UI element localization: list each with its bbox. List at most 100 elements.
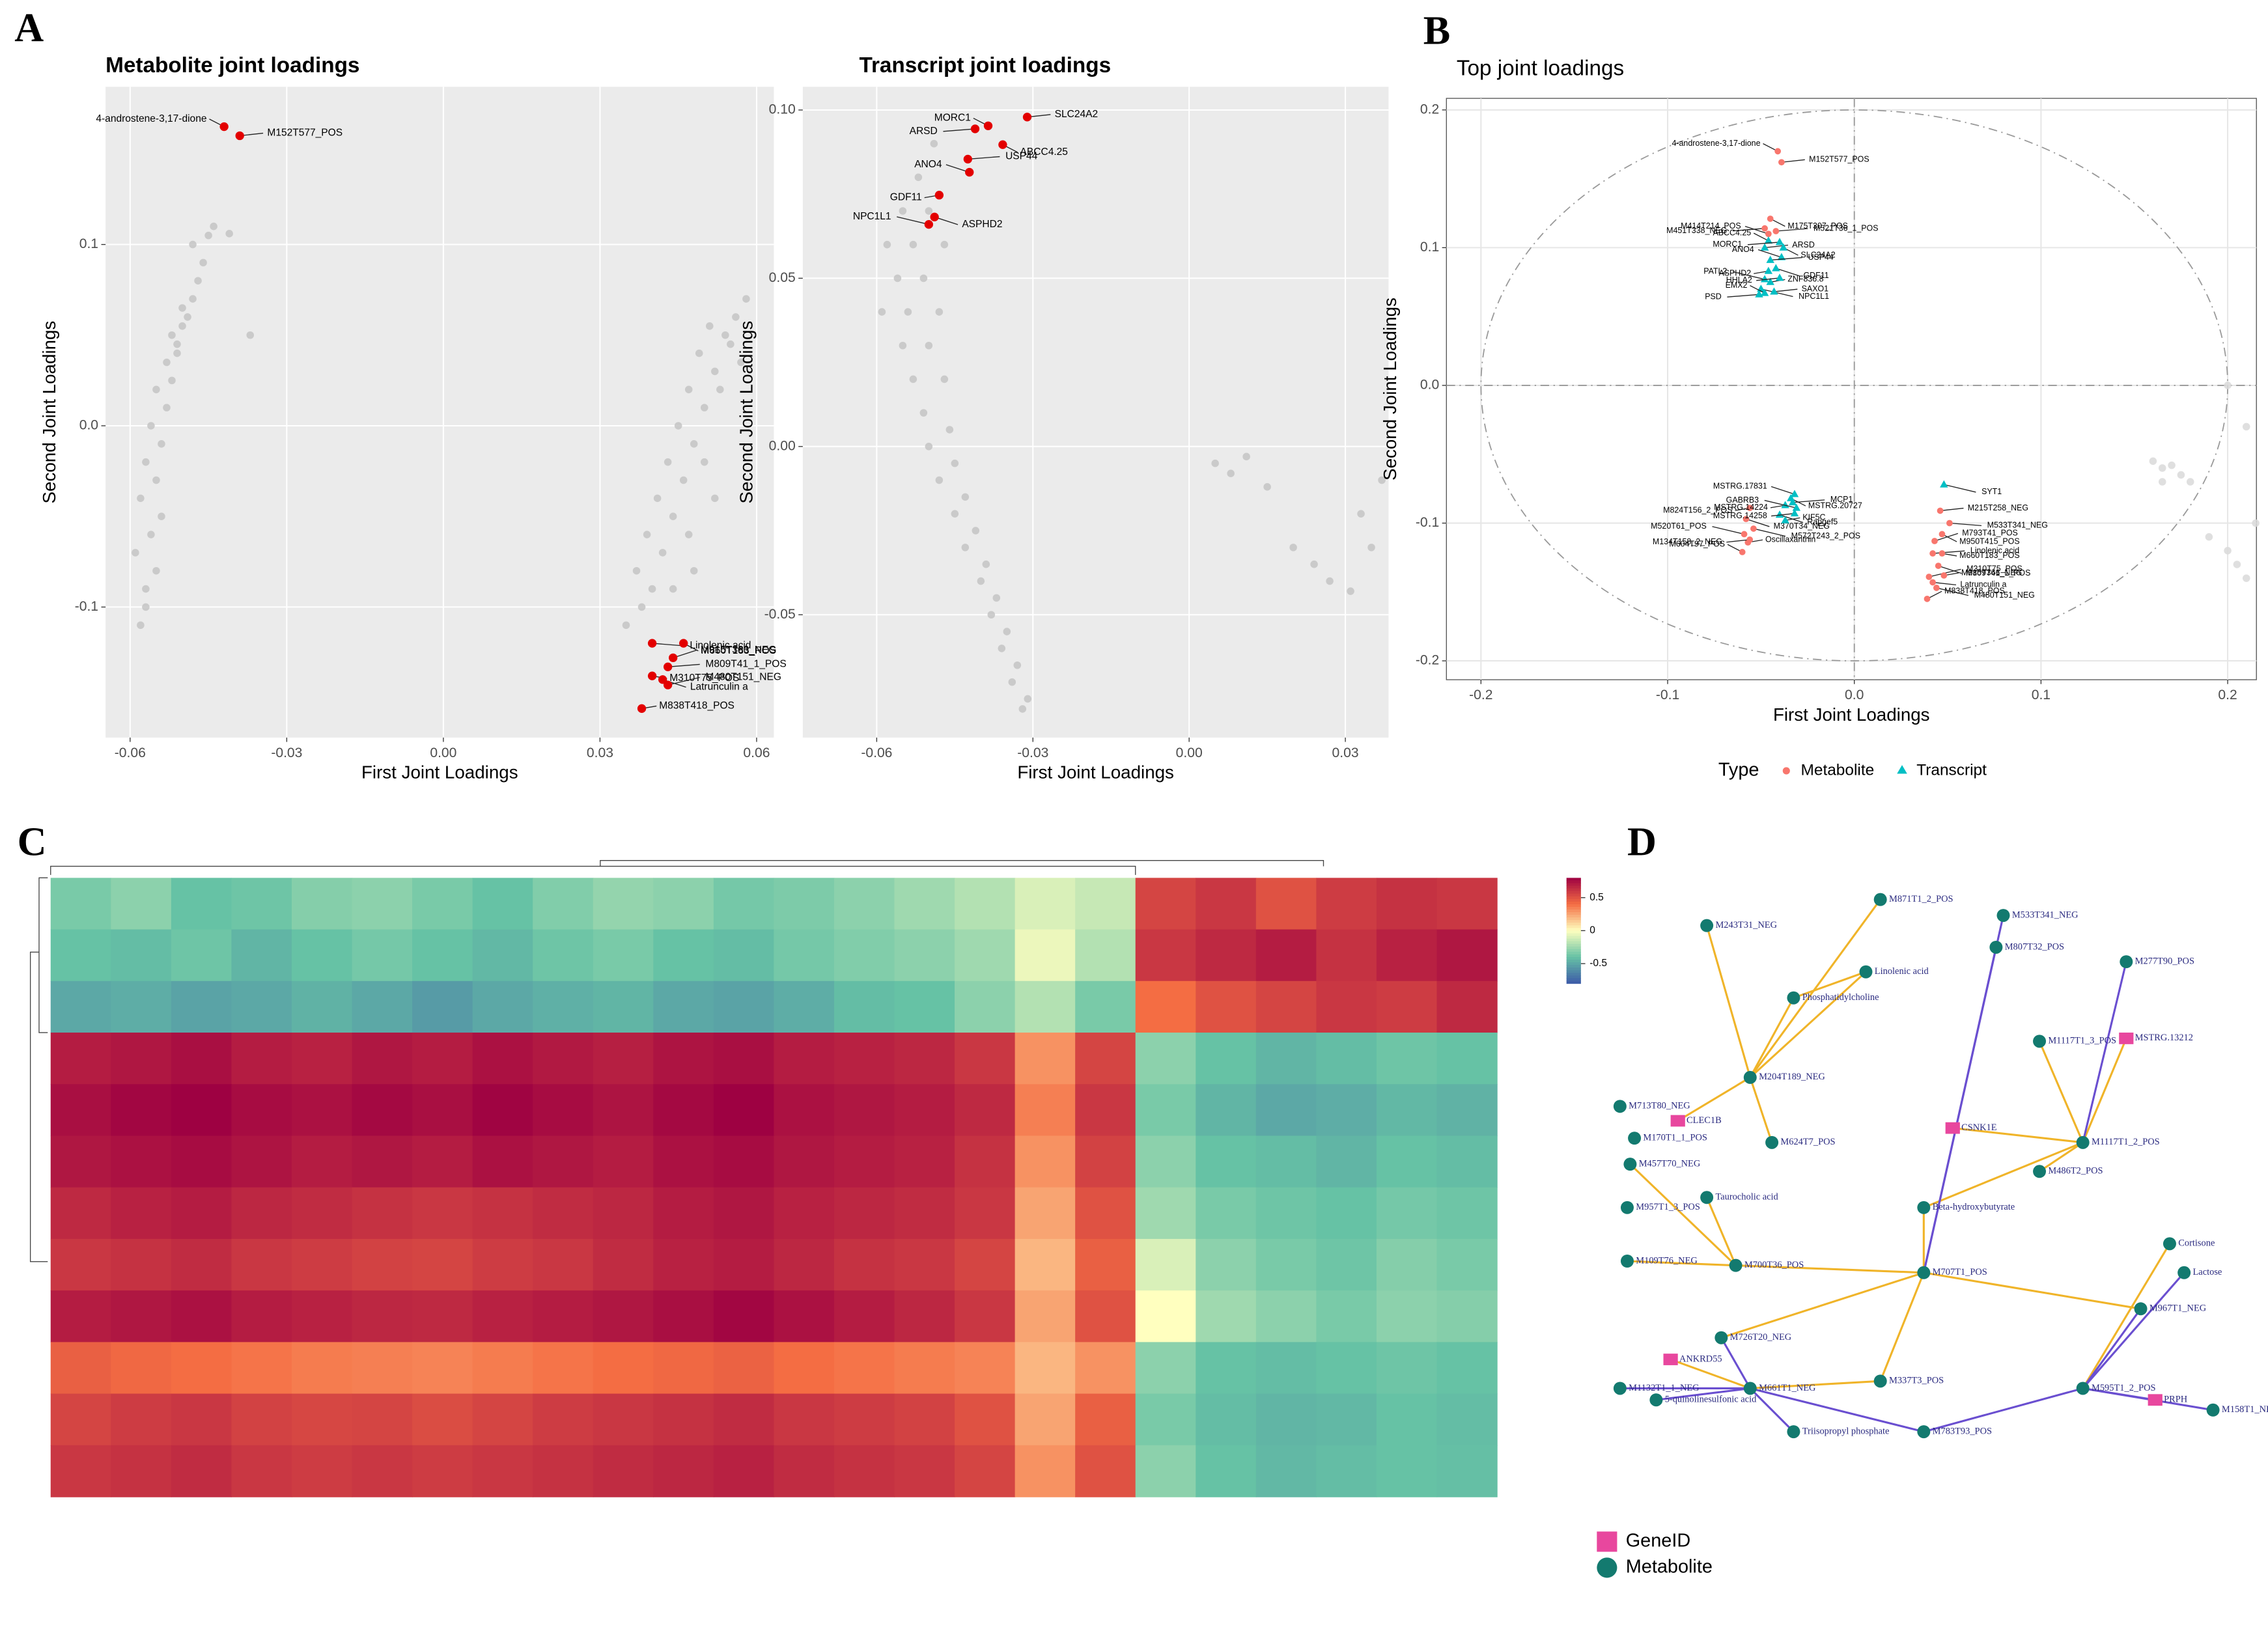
point-label: MSTRG.14224 — [1714, 503, 1768, 512]
point — [1746, 536, 1754, 543]
metabolite-node — [2120, 955, 2133, 969]
point — [1781, 501, 1789, 508]
leader-line — [1944, 484, 1976, 493]
heatmap-cell — [593, 878, 654, 930]
leader-line — [897, 216, 929, 225]
point-label: MORC1 — [934, 113, 971, 124]
point — [684, 385, 693, 394]
heatmap-cell — [50, 1290, 111, 1343]
leader-line — [1940, 507, 1964, 512]
edge — [1670, 1358, 1751, 1389]
point — [199, 258, 207, 267]
heatmap-cell — [533, 878, 594, 930]
colorbar-label: -0.5 — [1589, 958, 1607, 969]
heatmap-cell — [1316, 1393, 1377, 1446]
heatmap-cell — [713, 1135, 775, 1188]
heatmap-cell — [1376, 1342, 1438, 1395]
point — [951, 510, 959, 518]
heatmap-cell — [50, 1187, 111, 1240]
heatmap-cell — [593, 980, 654, 1033]
node-label: M170T1_1_POS — [1643, 1132, 1707, 1143]
point-label: M838T418_POS — [659, 701, 735, 712]
point — [1946, 520, 1953, 527]
point — [1022, 113, 1032, 122]
node-label: Lactose — [2192, 1267, 2222, 1277]
heatmap-cell — [713, 929, 775, 982]
colorbar-segment — [1566, 896, 1581, 900]
point-label: ARSD — [1792, 240, 1815, 249]
edge — [2082, 1308, 2142, 1389]
point — [637, 704, 647, 713]
point — [925, 443, 933, 451]
point — [2252, 519, 2260, 527]
heatmap-cell — [352, 1187, 413, 1240]
point-label: M152T577_POS — [267, 128, 343, 139]
heatmap-cell — [1255, 1393, 1317, 1446]
metabolite-node — [1917, 1201, 1931, 1214]
edge — [1924, 1272, 2141, 1310]
heatmap-cell — [1015, 1342, 1076, 1395]
heatmap-cell — [1135, 1084, 1196, 1137]
heatmap-cell — [1135, 1290, 1196, 1343]
node-label: CLEC1B — [1687, 1115, 1722, 1126]
leader-line — [1727, 294, 1759, 298]
edge — [1923, 1387, 2084, 1433]
node-label: M595T1_2_POS — [2092, 1383, 2156, 1393]
metabolite-node — [1700, 1191, 1714, 1204]
heatmap-cell — [774, 1238, 835, 1291]
heatmap-cell — [472, 1290, 533, 1343]
edge — [1749, 971, 1867, 1079]
point — [1764, 236, 1773, 244]
heatmap-cell — [1075, 1187, 1136, 1240]
point — [1766, 277, 1774, 285]
heatmap-cell — [593, 1393, 654, 1446]
metabolite-node — [1873, 1374, 1887, 1388]
heatmap-cell — [653, 878, 714, 930]
colorbar-segment — [1566, 912, 1581, 915]
metabolite-node — [1649, 1393, 1663, 1407]
heatmap-cell — [894, 1342, 955, 1395]
heatmap-cell — [1436, 1445, 1498, 1497]
point — [189, 295, 197, 303]
heatmap-cell — [1075, 1033, 1136, 1085]
heatmap-cell — [653, 1135, 714, 1188]
point — [1760, 243, 1769, 251]
point — [1743, 516, 1750, 523]
dendrogram — [50, 860, 1324, 875]
heatmap-cell — [1135, 1342, 1196, 1395]
point-label: M660T183_POS — [1959, 551, 2020, 560]
point-label: PSD — [1705, 292, 1722, 301]
point-label: M660T183_POS — [701, 645, 776, 656]
metabolite-node — [1623, 1158, 1637, 1171]
heatmap-cell — [50, 878, 111, 930]
point-label: 4-androstene-3,17-dione — [96, 113, 206, 124]
heatmap-cell — [291, 929, 353, 982]
point — [1761, 225, 1768, 232]
node-label: M957T1_3_POS — [1636, 1202, 1700, 1212]
y-tick-label: 0.0 — [1420, 378, 1439, 393]
heatmap-cell — [955, 1135, 1016, 1188]
point — [168, 331, 176, 339]
heatmap-cell — [50, 1084, 111, 1137]
point — [648, 585, 656, 593]
leader-line — [968, 156, 1000, 160]
point — [1772, 264, 1780, 271]
metabolite-node — [1613, 1100, 1627, 1113]
heatmap-cell — [472, 1238, 533, 1291]
node-label: M337T3_POS — [1889, 1376, 1944, 1386]
leader-line — [1934, 533, 1959, 542]
heatmap-cell — [472, 1135, 533, 1188]
y-tick-label: -0.1 — [75, 599, 98, 614]
point — [132, 549, 139, 557]
heatmap-cell — [412, 1033, 473, 1085]
metabolite-node — [2033, 1035, 2047, 1048]
heatmap-cell — [1075, 1393, 1136, 1446]
heatmap-cell — [1196, 1393, 1257, 1446]
heatmap-cell — [1316, 1187, 1377, 1240]
point — [1931, 538, 1938, 544]
point — [204, 231, 212, 240]
point-label: M950T415_POS — [1959, 536, 2020, 546]
point-label: GDF11 — [890, 192, 922, 203]
point — [899, 341, 907, 350]
edge — [1629, 1163, 1737, 1266]
